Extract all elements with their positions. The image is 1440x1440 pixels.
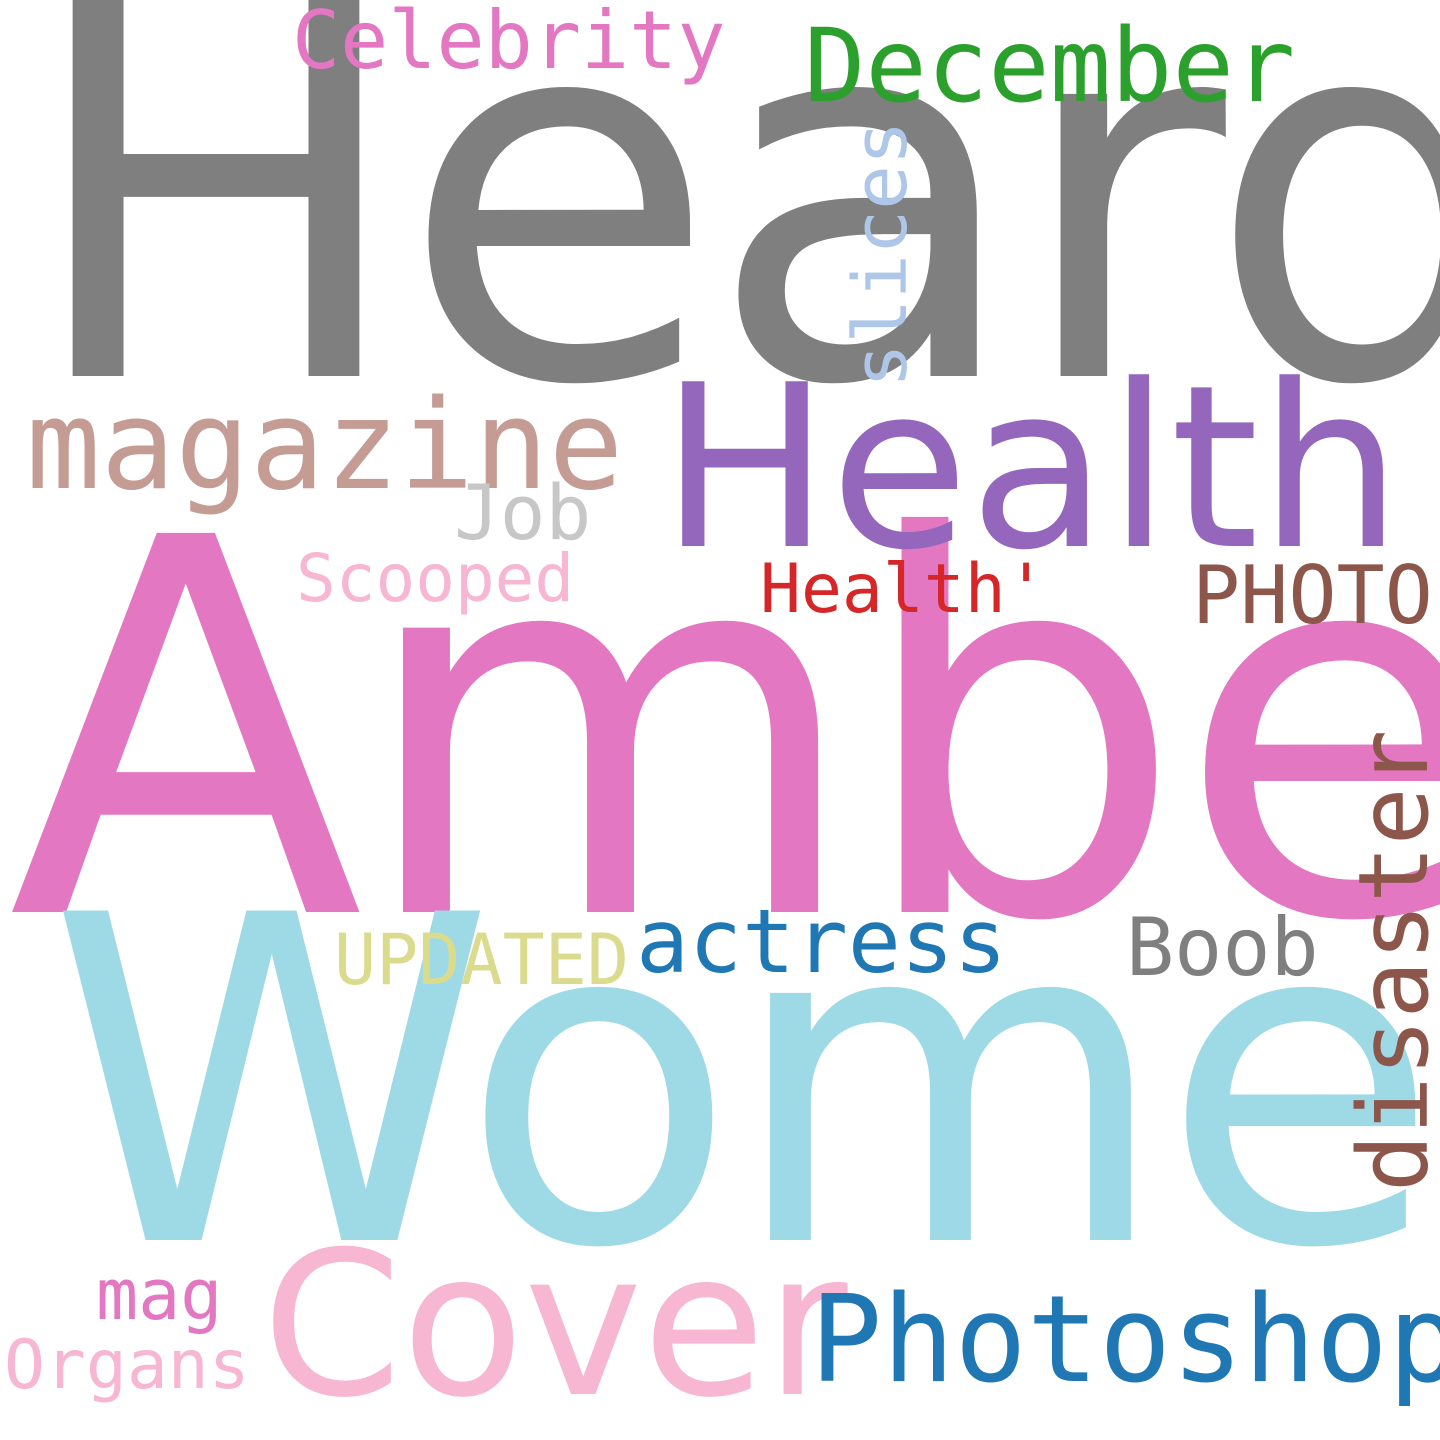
word-mag: mag [96, 1254, 223, 1336]
word-heard: Heard [22, 0, 1440, 498]
word-health-quote: Health' [760, 550, 1047, 629]
word-actress: actress [636, 890, 1007, 993]
word-boob: Boob [1126, 901, 1319, 994]
word-photo: PHOTO [1192, 549, 1433, 642]
word-organs: Organs [4, 1326, 250, 1405]
word-health: Health [660, 337, 1403, 600]
word-cover: Cover [262, 1209, 848, 1440]
word-celebrity: Celebrity [292, 0, 726, 87]
word-job: Job [454, 468, 592, 557]
word-december: December [804, 7, 1296, 126]
word-disaster: disaster [1338, 729, 1440, 1192]
word-photoshop: Photoshop [810, 1271, 1440, 1410]
word-updated: UPDATED [334, 919, 630, 1001]
word-slices: slices [838, 120, 924, 388]
word-amber: Amber [8, 429, 1440, 1035]
word-scooped: Scooped [296, 540, 575, 617]
word-magazine: magazine [26, 374, 624, 518]
word-women: Women [48, 820, 1440, 1347]
